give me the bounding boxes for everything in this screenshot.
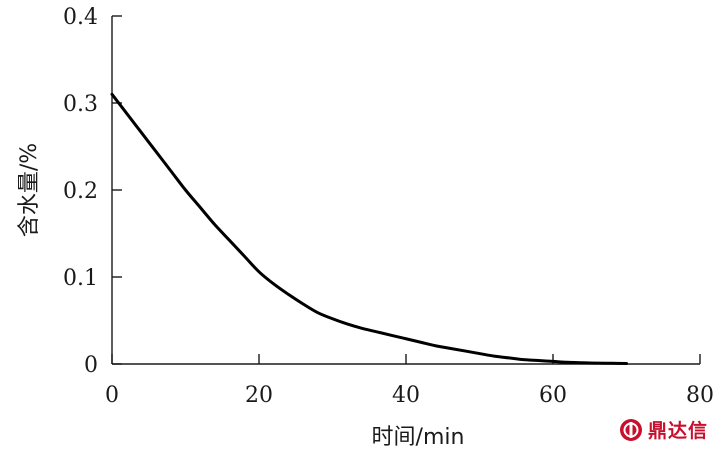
y-axis-label: 含水量/% <box>17 143 42 237</box>
watermark: 鼎达信 <box>618 416 708 443</box>
x-tick-label: 80 <box>686 383 714 408</box>
axes <box>111 16 700 365</box>
x-tick-label: 20 <box>245 383 273 408</box>
x-axis-label: 时间/min <box>372 425 465 450</box>
tick-labels: 0 0.1 0.2 0.3 0.4 0 20 40 60 80 <box>63 5 714 408</box>
series <box>110 92 628 366</box>
y-tick-label: 0.4 <box>63 5 98 30</box>
y-tick-label: 0.3 <box>63 92 98 117</box>
y-tick-label: 0 <box>84 353 98 378</box>
y-tick-label: 0.1 <box>63 266 98 291</box>
x-tick-label: 40 <box>392 383 420 408</box>
series-line-0 <box>110 92 628 366</box>
x-tick-label: 60 <box>539 383 567 408</box>
ticks <box>111 15 701 365</box>
logo-icon <box>619 418 642 441</box>
y-tick-label: 0.2 <box>63 179 98 204</box>
x-tick-label: 0 <box>105 383 119 408</box>
watermark-text: 鼎达信 <box>647 420 708 442</box>
